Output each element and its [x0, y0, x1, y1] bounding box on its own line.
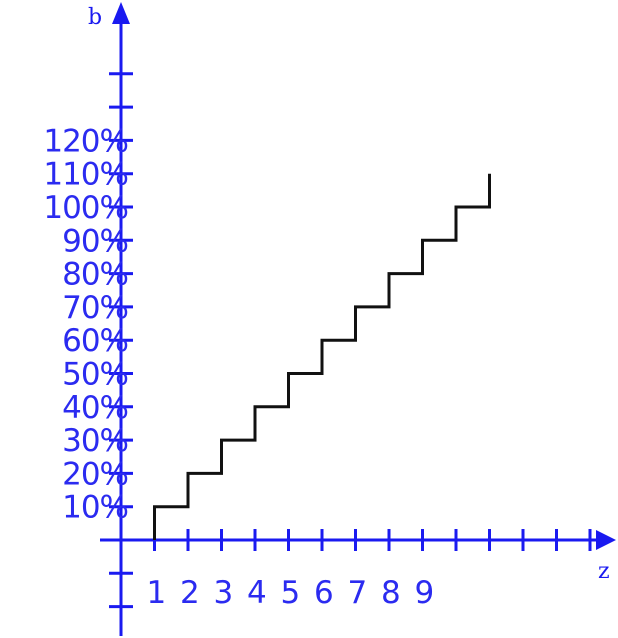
x-tick-label: 3 [214, 575, 234, 611]
x-axis-arrowhead [596, 530, 616, 550]
x-tick-label: 1 [147, 575, 167, 611]
x-tick-label: 4 [247, 575, 267, 611]
x-tick-label: 2 [180, 575, 200, 611]
y-ticks [109, 72, 133, 609]
y-tick-label: 90% [62, 223, 128, 259]
y-tick-label: 120% [43, 123, 128, 159]
x-tick-label: 6 [314, 575, 334, 611]
axes [100, 2, 616, 636]
y-tick-label: 60% [62, 323, 128, 359]
x-tick-label: 7 [348, 575, 368, 611]
y-axis-label: b [88, 5, 102, 30]
series-line [153, 173, 491, 540]
y-tick-label: 80% [62, 257, 128, 293]
x-tick-label: 9 [415, 575, 435, 611]
y-tick-label: 40% [62, 390, 128, 426]
x-ticks [153, 529, 592, 551]
x-axis-label: z [598, 559, 610, 584]
y-tick-label: 100% [43, 190, 128, 226]
y-tick-label: 30% [62, 423, 128, 459]
y-tick-label: 70% [62, 290, 128, 326]
y-tick-label: 110% [43, 157, 128, 193]
y-tick-label: 10% [62, 490, 128, 526]
y-axis-arrowhead [112, 2, 130, 24]
x-tick-label: 5 [281, 575, 301, 611]
y-tick-label: 20% [62, 456, 128, 492]
x-tick-label: 8 [381, 575, 401, 611]
y-tick-labels: 10%20%30%40%50%60%70%80%90%100%110%120% [43, 123, 129, 526]
y-tick-label: 50% [62, 357, 128, 393]
